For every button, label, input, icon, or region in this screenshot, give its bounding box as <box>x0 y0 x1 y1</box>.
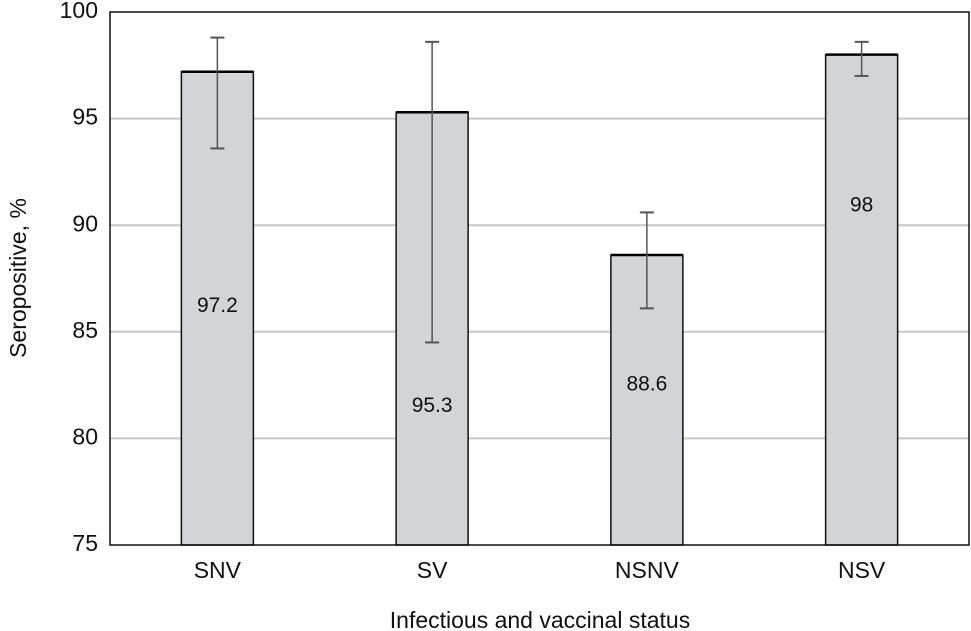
x-axis-label: Infectious and vaccinal status <box>390 607 690 631</box>
x-tick-label: SV <box>417 557 448 583</box>
data-label: 88.6 <box>626 373 667 396</box>
y-tick-label: 95 <box>72 104 98 130</box>
y-tick-label: 80 <box>72 423 98 449</box>
y-tick-label: 85 <box>72 317 98 343</box>
data-label: 95.3 <box>412 394 453 417</box>
y-tick-labels: 75 80 85 90 95 100 <box>60 0 98 556</box>
bars: 97.2 95.3 88.6 98 <box>180 36 899 546</box>
data-label: 97.2 <box>197 294 238 317</box>
y-axis-label: Seropositive, % <box>5 198 31 358</box>
x-tick-label: NSNV <box>615 557 680 583</box>
bar-nsv <box>824 53 899 546</box>
y-tick-label: 90 <box>72 210 98 236</box>
plot-frame <box>109 11 970 546</box>
data-label: 98 <box>850 194 873 217</box>
bar-snv <box>180 70 255 546</box>
y-tick-label: 100 <box>60 0 98 23</box>
x-tick-label: SNV <box>194 557 242 583</box>
x-tick-label: NSV <box>838 557 886 583</box>
x-tick-labels: SNV SV NSNV NSV <box>194 557 886 583</box>
y-tick-label: 75 <box>72 530 98 556</box>
